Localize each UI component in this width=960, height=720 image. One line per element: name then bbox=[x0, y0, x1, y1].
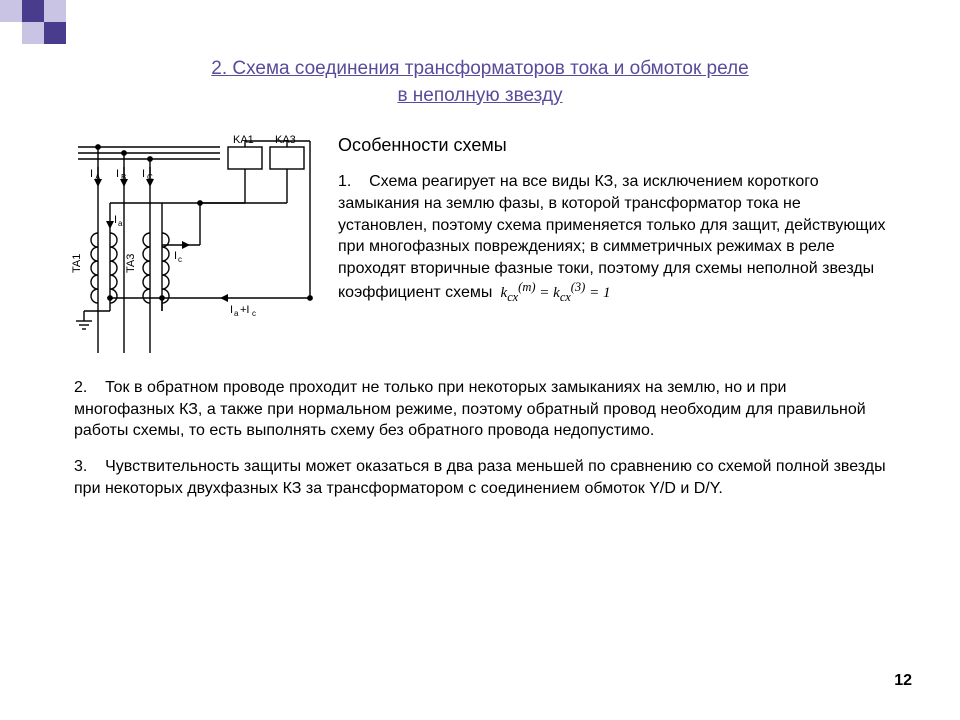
svg-text:c: c bbox=[252, 309, 256, 318]
point-2-text: Ток в обратном проводе проходит не тольк… bbox=[74, 379, 866, 439]
svg-text:TA1: TA1 bbox=[71, 254, 83, 273]
svg-text:I: I bbox=[230, 304, 233, 316]
point-3-number: 3. bbox=[74, 458, 87, 475]
coefficient-formula: kсх(m) = kсх(3) = 1 bbox=[497, 285, 611, 301]
svg-text:I: I bbox=[142, 168, 145, 180]
point-1: 1. Схема реагирует на все виды КЗ, за ис… bbox=[338, 171, 890, 306]
svg-text:c: c bbox=[178, 255, 182, 264]
svg-text:I: I bbox=[116, 168, 119, 180]
title-line2: в неполную звезду bbox=[397, 85, 562, 106]
features-heading: Особенности схемы bbox=[338, 133, 890, 157]
slide-title: 2. Схема соединения трансформаторов тока… bbox=[70, 56, 890, 109]
point-2: 2. Ток в обратном проводе проходит не то… bbox=[70, 377, 890, 442]
point-2-number: 2. bbox=[74, 379, 87, 396]
point-3-text: Чувствительность защиты может оказаться … bbox=[74, 458, 886, 497]
svg-text:KA3: KA3 bbox=[275, 134, 296, 146]
svg-text:I: I bbox=[90, 168, 93, 180]
point-1-text: Схема реагирует на все виды КЗ, за исклю… bbox=[338, 173, 886, 301]
point-1-number: 1. bbox=[338, 173, 351, 190]
page-number: 12 bbox=[894, 672, 912, 690]
circuit-diagram: IA IB IC Ia Ic Ia +Ic KA1 KA3 TA1 TA3 bbox=[70, 133, 320, 363]
svg-text:a: a bbox=[234, 309, 239, 318]
corner-decoration bbox=[0, 0, 120, 40]
svg-text:+I: +I bbox=[240, 304, 249, 316]
svg-text:TA3: TA3 bbox=[125, 254, 137, 273]
svg-text:KA1: KA1 bbox=[233, 134, 254, 146]
svg-text:C: C bbox=[147, 173, 153, 182]
svg-text:B: B bbox=[121, 173, 126, 182]
title-line1: 2. Схема соединения трансформаторов тока… bbox=[211, 58, 748, 79]
point-3: 3. Чувствительность защиты может оказать… bbox=[70, 456, 890, 499]
svg-text:I: I bbox=[174, 250, 177, 262]
svg-text:a: a bbox=[118, 219, 123, 228]
svg-text:I: I bbox=[114, 214, 117, 226]
svg-text:A: A bbox=[95, 173, 101, 182]
